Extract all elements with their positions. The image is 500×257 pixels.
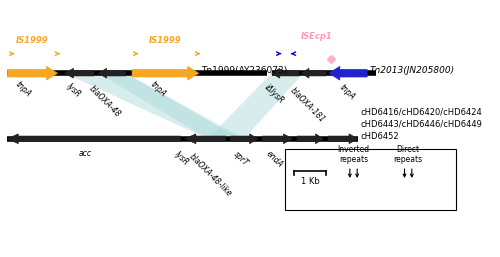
Text: Inverted
repeats: Inverted repeats bbox=[338, 145, 370, 164]
Text: lysR: lysR bbox=[172, 150, 190, 167]
Text: rsmE: rsmE bbox=[295, 150, 316, 170]
FancyArrow shape bbox=[329, 66, 367, 80]
FancyArrow shape bbox=[185, 134, 226, 144]
Bar bbox=[285, 149, 456, 210]
Text: IS1999: IS1999 bbox=[148, 36, 181, 45]
FancyArrow shape bbox=[8, 134, 180, 144]
Text: ISEcp1: ISEcp1 bbox=[301, 32, 333, 41]
Text: Tn2013(JN205800): Tn2013(JN205800) bbox=[370, 66, 455, 75]
FancyArrow shape bbox=[132, 66, 198, 80]
Text: Direct
repeats: Direct repeats bbox=[394, 145, 422, 164]
FancyArrow shape bbox=[297, 134, 324, 144]
FancyArrow shape bbox=[8, 66, 58, 80]
Text: sprT: sprT bbox=[232, 150, 250, 168]
Text: iΔlysR: iΔlysR bbox=[263, 83, 285, 106]
FancyArrow shape bbox=[64, 68, 94, 78]
FancyArrow shape bbox=[98, 68, 126, 78]
Text: tnpA: tnpA bbox=[14, 80, 32, 99]
FancyArrow shape bbox=[302, 68, 326, 78]
Text: tnpA: tnpA bbox=[148, 80, 167, 99]
Polygon shape bbox=[98, 73, 240, 139]
Text: blaOXA-48-like: blaOXA-48-like bbox=[188, 152, 234, 199]
Text: cHD6416/cHD6420/cHD6424
cHD6443/cHD6446/cHD6449
cHD6452: cHD6416/cHD6420/cHD6424 cHD6443/cHD6446/… bbox=[361, 107, 482, 141]
FancyArrow shape bbox=[272, 68, 299, 78]
Text: blaOXA-48: blaOXA-48 bbox=[88, 84, 122, 119]
Text: acc: acc bbox=[78, 149, 92, 158]
Text: blaOXA-181: blaOXA-181 bbox=[289, 86, 327, 124]
Text: tnpA: tnpA bbox=[338, 83, 356, 102]
FancyArrow shape bbox=[328, 134, 358, 144]
Text: Tn1999(AY236073): Tn1999(AY236073) bbox=[202, 66, 288, 75]
Polygon shape bbox=[64, 73, 244, 139]
FancyArrow shape bbox=[262, 134, 292, 144]
FancyArrow shape bbox=[230, 134, 258, 144]
Text: 1 Kb: 1 Kb bbox=[301, 177, 320, 186]
Text: endA: endA bbox=[264, 150, 284, 170]
Text: lysR: lysR bbox=[65, 82, 82, 100]
Text: IS1999: IS1999 bbox=[16, 36, 48, 45]
Polygon shape bbox=[208, 73, 304, 139]
